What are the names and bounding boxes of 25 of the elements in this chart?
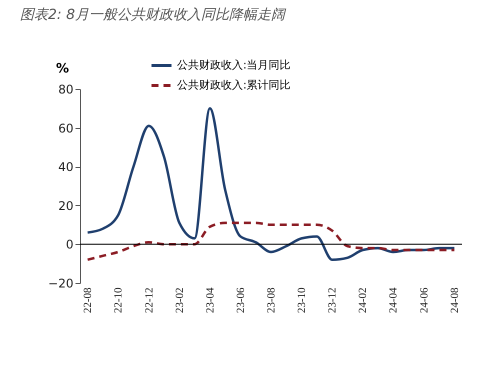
x-tick-label: 23-12 (326, 288, 339, 314)
x-tick-label: 23-04 (204, 287, 216, 314)
x-tick-label: 23-10 (296, 287, 308, 314)
y-tick-label: 40 (58, 160, 74, 174)
y-tick-label: 0 (66, 238, 74, 252)
line-series (86, 222, 456, 261)
x-tick-label: 23-08 (266, 287, 278, 314)
x-tick-label: 24-06 (418, 287, 430, 314)
x-tick-label: 23-06 (234, 287, 247, 314)
y-tick-label: 80 (58, 82, 74, 96)
line-series (86, 107, 456, 261)
x-tick-label: 22-12 (143, 288, 156, 314)
x-tick-label: 23-02 (174, 288, 186, 314)
y-axis-title: % (56, 62, 70, 76)
x-tick-label: 22-10 (112, 287, 125, 314)
x-tick-label: 24-08 (448, 287, 461, 314)
x-tick-label: 24-02 (357, 288, 370, 314)
legend-label: 公共财政收入:累计同比 (177, 78, 291, 92)
x-tick-label: 22-08 (82, 287, 94, 314)
y-tick-label: 20 (58, 198, 74, 213)
y-tick-label: −20 (48, 276, 74, 290)
y-tick-label: 60 (58, 121, 74, 136)
chart-title: 图表2: 8月一般公共财政收入同比降幅走阔 (20, 6, 285, 24)
x-tick-label: 24-04 (388, 287, 400, 314)
legend-label: 公共财政收入:当月同比 (177, 58, 291, 72)
